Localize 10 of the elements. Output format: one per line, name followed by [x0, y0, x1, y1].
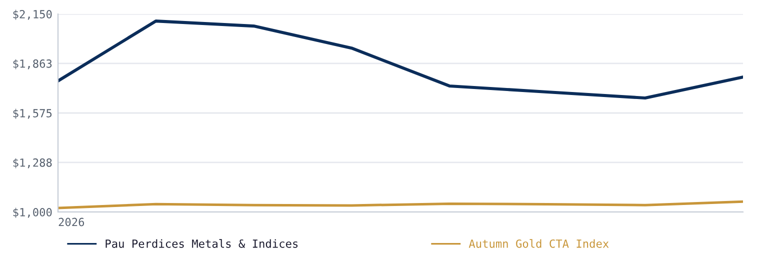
x-tick-label: 2026 [58, 218, 84, 226]
legend-label: Autumn Gold CTA Index [468, 239, 609, 248]
y-tick-label: $1,000 [13, 208, 52, 218]
line-series [58, 200, 743, 210]
line-series [58, 20, 743, 100]
y-tick-label: $1,863 [13, 59, 52, 70]
y-tick-label: $1,575 [13, 108, 52, 119]
y-tick-label: $2,150 [13, 10, 52, 20]
y-tick-label: $1,288 [13, 158, 52, 168]
legend-label: Pau Perdices Metals & Indices [106, 239, 298, 248]
